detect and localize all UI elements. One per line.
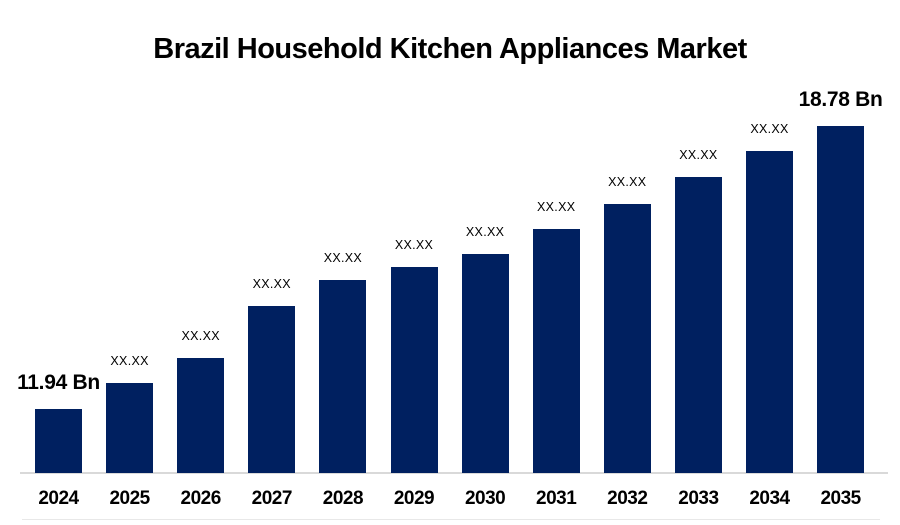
x-axis-label-2025: 2025 bbox=[109, 488, 150, 509]
bar-value-label-2026: XX.XX bbox=[181, 329, 220, 343]
bar-2025 bbox=[106, 383, 154, 473]
bar-2033 bbox=[674, 177, 722, 473]
bar-value-label-2029: XX.XX bbox=[394, 238, 434, 252]
chart-title: Brazil Household Kitchen Appliances Mark… bbox=[153, 33, 747, 65]
x-axis-label-2034: 2034 bbox=[749, 488, 790, 509]
x-axis-label-2027: 2027 bbox=[251, 488, 293, 509]
bar-2034 bbox=[746, 151, 793, 473]
bar-2027 bbox=[248, 306, 296, 473]
bar-value-label-2034: XX.XX bbox=[750, 122, 789, 136]
bar-value-label-2033: XX.XX bbox=[679, 148, 718, 162]
x-axis-label-2031: 2031 bbox=[536, 488, 577, 509]
bar-2031 bbox=[532, 229, 580, 473]
x-axis-label-2024: 2024 bbox=[38, 488, 79, 509]
bar-2032 bbox=[603, 204, 651, 473]
bar-value-label-2035: 18.78 Bn bbox=[798, 88, 883, 111]
bar-value-label-2028: XX.XX bbox=[323, 251, 363, 265]
bar-value-label-2030: XX.XX bbox=[465, 225, 505, 239]
bottom-border-line bbox=[22, 519, 880, 520]
bar-value-label-2024: 11.94 Bn bbox=[17, 371, 100, 394]
x-axis-label-2032: 2032 bbox=[607, 488, 648, 509]
bar-2028 bbox=[319, 280, 367, 473]
bar-value-label-2032: XX.XX bbox=[608, 175, 647, 189]
bar-2024 bbox=[35, 409, 82, 473]
x-axis-label-2026: 2026 bbox=[180, 488, 222, 509]
x-axis-label-2033: 2033 bbox=[678, 488, 719, 509]
x-axis-label-2035: 2035 bbox=[820, 488, 861, 509]
bar-2029 bbox=[390, 267, 438, 473]
bar-value-label-2027: XX.XX bbox=[252, 277, 291, 291]
bar-2030 bbox=[461, 254, 509, 473]
bar-2035 bbox=[817, 126, 865, 473]
bar-value-label-2025: XX.XX bbox=[110, 354, 149, 368]
x-axis-label-2029: 2029 bbox=[393, 488, 435, 509]
x-axis-label-2030: 2030 bbox=[464, 488, 506, 509]
bar-value-label-2031: XX.XX bbox=[537, 200, 576, 214]
x-axis-label-2028: 2028 bbox=[322, 488, 364, 509]
bar-2026 bbox=[177, 358, 225, 473]
x-axis-line bbox=[20, 472, 888, 474]
